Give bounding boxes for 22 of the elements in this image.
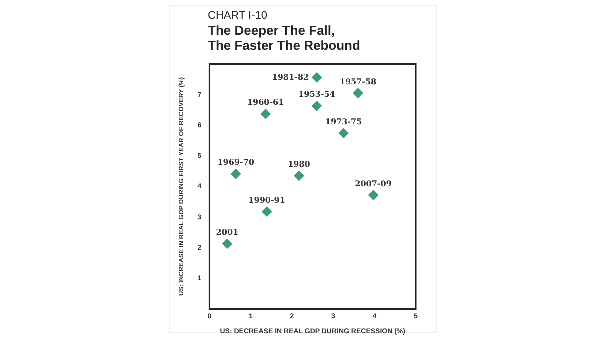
point [294, 170, 304, 181]
chart-subtitle: CHART I-10 [208, 10, 268, 22]
annotation: 2007-09 [355, 178, 392, 188]
annotation: 1980 [288, 159, 311, 170]
point [312, 72, 322, 83]
point [312, 101, 322, 112]
point [222, 238, 232, 249]
annotation: 1953-54 [298, 89, 336, 100]
point [368, 190, 378, 200]
annotation: 1960-61 [247, 97, 284, 108]
point [260, 109, 271, 120]
point [231, 169, 242, 180]
point [262, 206, 272, 217]
annotation: 1981-82 [272, 72, 309, 82]
point [338, 128, 349, 138]
annotation: 2001 [216, 227, 239, 238]
point [353, 88, 364, 98]
chart-title: The Deeper The Fall, The Faster The Rebound [208, 23, 360, 53]
annotation: 1957-58 [340, 76, 378, 86]
annotation: 1973-75 [325, 116, 362, 126]
annotation: 1990-91 [248, 194, 286, 205]
annotation: 1969-70 [218, 157, 255, 168]
